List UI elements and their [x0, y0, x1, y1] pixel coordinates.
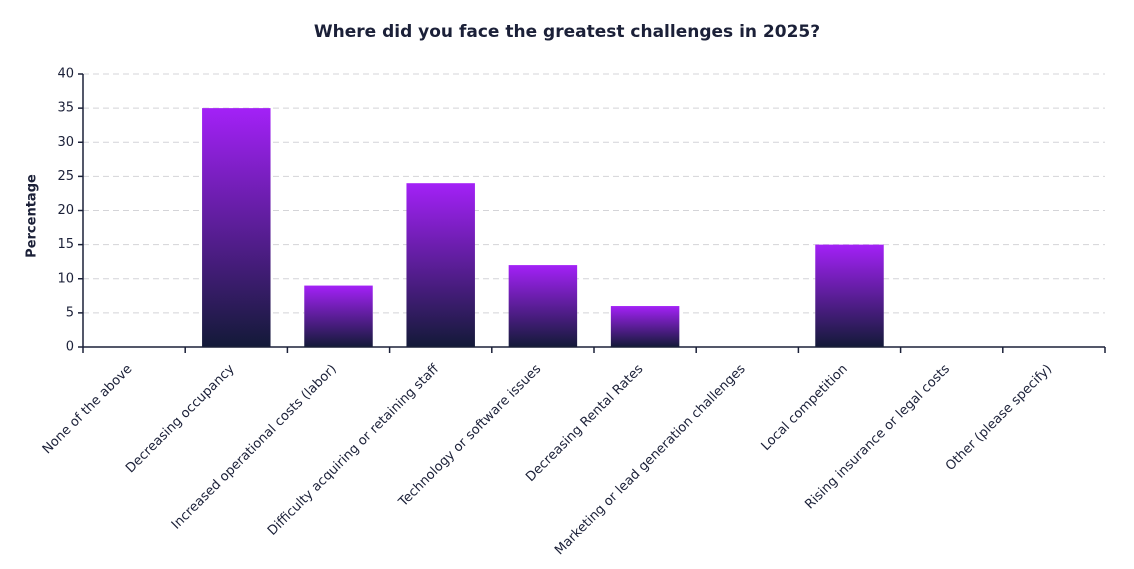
y-tick-label: 40	[57, 67, 74, 82]
x-tick-label: Decreasing occupancy	[123, 361, 238, 476]
y-tick-label: 25	[57, 169, 74, 184]
x-tick-label: Difficulty acquiring or retaining staff	[265, 361, 443, 539]
bar	[815, 244, 884, 347]
y-tick-label: 10	[57, 271, 74, 286]
chart-title: Where did you face the greatest challeng…	[314, 22, 820, 42]
x-tick-label: Increased operational costs (labor)	[169, 362, 340, 533]
bar	[202, 108, 271, 347]
bar	[406, 183, 475, 347]
bar	[304, 285, 373, 347]
x-tick-label: None of the above	[40, 362, 135, 457]
y-axis-label: Percentage	[25, 174, 40, 258]
x-tick-label: Local competition	[759, 362, 851, 454]
y-tick-label: 20	[57, 203, 74, 218]
y-tick-label: 0	[66, 340, 74, 355]
y-tick-label: 5	[66, 305, 74, 320]
x-tick-label: Other (please specify)	[943, 362, 1055, 474]
bar	[610, 306, 680, 347]
bar	[508, 265, 578, 347]
y-tick-label: 15	[57, 237, 74, 252]
x-tick-label: Marketing or lead generation challenges	[552, 362, 749, 559]
y-tick-label: 35	[57, 101, 74, 116]
x-tick-label: Decreasing Rental Rates	[523, 362, 646, 485]
y-tick-label: 30	[57, 135, 74, 150]
